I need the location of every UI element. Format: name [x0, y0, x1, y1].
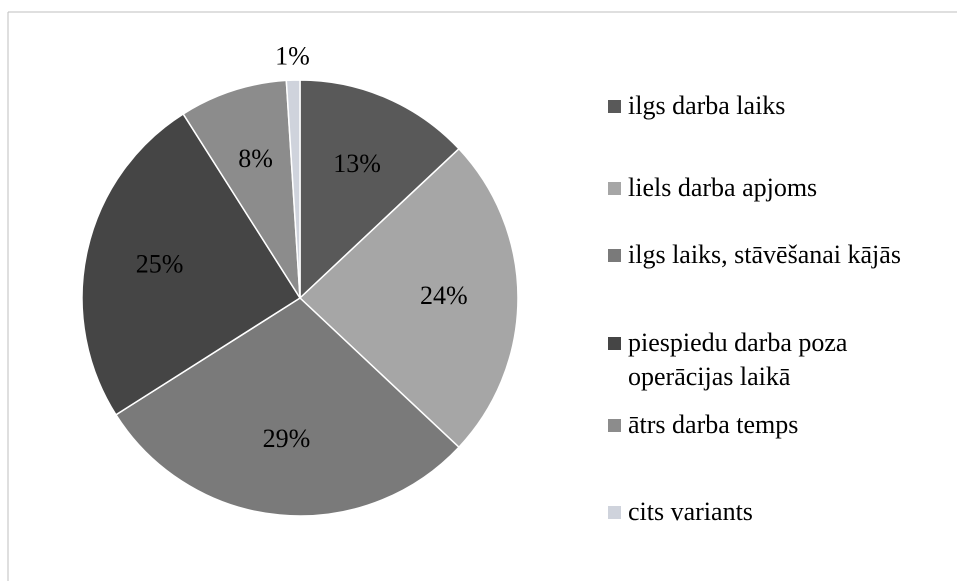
legend-label: ātrs darba temps: [628, 410, 799, 439]
data-label: 25%: [136, 250, 184, 279]
legend-item: piespiedu darba poza operācijas laikā: [608, 326, 908, 394]
legend-label: ilgs darba laiks: [628, 91, 786, 120]
legend-swatch: [608, 182, 621, 195]
data-label: 13%: [333, 149, 381, 178]
legend-item: ātrs darba temps: [608, 408, 908, 442]
legend-item: ilgs darba laiks: [608, 89, 908, 123]
legend-label: ilgs laiks, stāvēšanai kājās: [628, 240, 901, 269]
legend-label: liels darba apjoms: [628, 173, 818, 202]
pie-slice: [182, 79, 301, 299]
pie-slice: [114, 297, 460, 517]
data-label: 8%: [238, 144, 273, 173]
legend-item: liels darba apjoms: [608, 171, 908, 205]
legend-item: cits variants: [608, 495, 908, 529]
legend-swatch: [608, 419, 621, 432]
legend-swatch: [608, 100, 621, 113]
legend-label: piespiedu darba poza operācijas laikā: [628, 328, 848, 391]
legend-swatch: [608, 337, 621, 350]
pie-slice: [285, 79, 301, 299]
legend-item: ilgs laiks, stāvēšanai kājās: [608, 238, 908, 272]
legend-swatch: [608, 249, 621, 262]
legend-swatch: [608, 506, 621, 519]
pie-slice: [299, 79, 460, 300]
legend-label: cits variants: [628, 497, 753, 526]
pie-slice: [81, 112, 302, 416]
data-label: 29%: [263, 424, 311, 453]
data-label: 1%: [275, 41, 310, 70]
pie-slice: [298, 147, 519, 449]
data-label: 24%: [420, 281, 468, 310]
